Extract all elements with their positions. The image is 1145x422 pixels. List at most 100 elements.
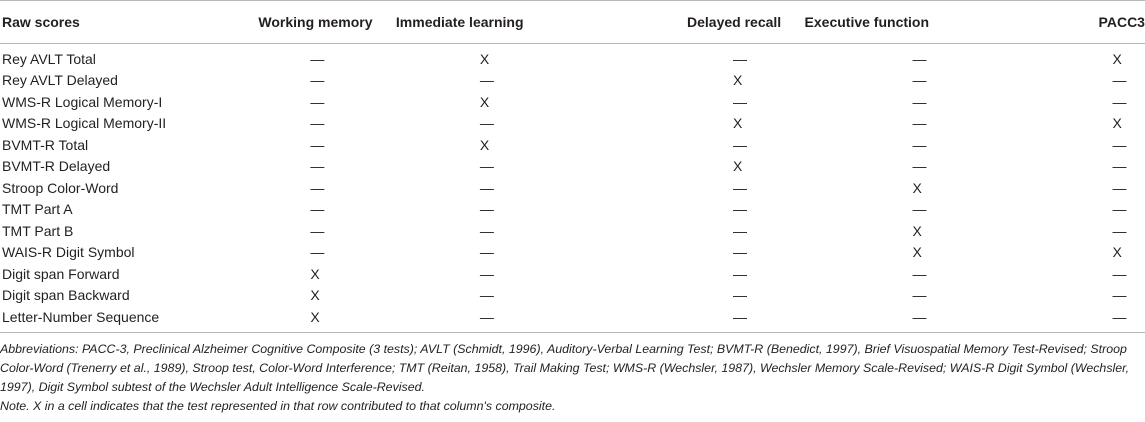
table-cell: —	[733, 179, 747, 196]
table-cell: X	[912, 244, 922, 261]
table-cell: —	[479, 158, 494, 175]
table-cell: X	[733, 72, 743, 89]
table-cell: —	[733, 93, 747, 110]
table-cell: —	[733, 201, 747, 218]
table-cell: X	[912, 222, 922, 239]
table-cell: —	[310, 115, 325, 132]
row-label: BVMT-R Total	[2, 136, 89, 153]
table-cell: —	[479, 222, 494, 239]
table-cell: —	[310, 50, 325, 67]
column-header-5: PACC3	[1032, 0, 1145, 44]
row-label: Stroop Color-Word	[2, 179, 119, 196]
table-row: TMT Part B — — — X —	[0, 220, 1145, 242]
table-cell: —	[395, 306, 675, 333]
row-label: TMT Part A	[2, 201, 73, 218]
table-cell: —	[733, 265, 747, 282]
row-label: Digit span Backward	[2, 287, 130, 304]
table-cell: X	[310, 287, 320, 304]
table-cell: —	[1112, 72, 1127, 89]
table-cell: —	[1112, 158, 1127, 175]
table-row: WAIS-R Digit Symbol — — — X X	[0, 242, 1145, 264]
table-cell: —	[733, 287, 747, 304]
table-cell: —	[1112, 201, 1127, 218]
table-cell: X	[1112, 115, 1122, 132]
table-cell: —	[1032, 306, 1145, 333]
table-header: Raw scores Working memory Immediate learni…	[0, 0, 1145, 44]
table-cell: X	[479, 136, 490, 153]
table-row: Stroop Color-Word — — — X —	[0, 177, 1145, 199]
table-cell: X	[479, 93, 490, 110]
composite-table: Raw scores Working memory Immediate learni…	[0, 0, 1145, 333]
row-label: WAIS-R Digit Symbol	[2, 244, 135, 261]
row-label: WMS-R Logical Memory-I	[2, 93, 163, 110]
table-cell: X	[310, 265, 320, 282]
table-cell: —	[1112, 179, 1127, 196]
x-note: Note. X in a cell indicates that the tes…	[0, 399, 556, 413]
row-label: WMS-R Logical Memory-II	[2, 115, 167, 132]
table-cell: —	[912, 136, 927, 153]
table-cell: —	[733, 50, 747, 67]
table-cell: X	[1112, 50, 1122, 67]
table-cell: —	[912, 115, 927, 132]
table-cell: —	[912, 265, 927, 282]
table-cell: —	[912, 158, 927, 175]
table-body: Rey AVLT Total — X — — X Rey AVLT Delayed — — X — —…	[0, 44, 1145, 333]
row-label: Rey AVLT Delayed	[2, 72, 118, 89]
table-cell: X	[250, 306, 396, 333]
table-cell: X	[733, 158, 743, 175]
column-header-1: Working memory	[250, 0, 396, 44]
table-cell: —	[1112, 93, 1127, 110]
table-cell: —	[310, 158, 325, 175]
table-row: WMS-R Logical Memory-I — X — — —	[0, 91, 1145, 113]
table-cell: —	[479, 72, 494, 89]
table-cell: —	[310, 222, 325, 239]
table-cell: X	[479, 50, 490, 67]
table-cell: —	[912, 50, 927, 67]
table-cell: —	[912, 72, 927, 89]
table-cell: —	[310, 72, 325, 89]
column-header-4: Executive function	[804, 0, 1033, 44]
row-label: TMT Part B	[2, 222, 74, 239]
table-row: Rey AVLT Delayed — — X — —	[0, 70, 1145, 92]
table-cell: —	[310, 244, 325, 261]
row-label: Digit span Forward	[2, 265, 120, 282]
table-row: Digit span Backward X — — — —	[0, 285, 1145, 307]
table-cell: —	[1112, 136, 1127, 153]
table-cell: X	[733, 115, 743, 132]
table-row: TMT Part A — — — — —	[0, 199, 1145, 221]
table-cell: —	[310, 93, 325, 110]
table-cell: X	[1112, 244, 1122, 261]
table-cell: —	[479, 287, 494, 304]
table-cell: —	[804, 306, 1033, 333]
table-row: Digit span Forward X — — — —	[0, 263, 1145, 285]
table-cell: X	[912, 179, 922, 196]
table-cell: —	[479, 179, 494, 196]
table-footnotes: Abbreviations: PACC-3, Preclinical Alzhe…	[0, 340, 1140, 416]
table-cell: —	[310, 179, 325, 196]
abbreviations-note: Abbreviations: PACC-3, Preclinical Alzhe…	[0, 342, 1130, 394]
table-cell: —	[675, 306, 805, 333]
table-row: Letter-Number Sequence X — — — —	[0, 306, 1145, 333]
column-header-0: Raw scores	[0, 0, 251, 44]
table-cell: —	[479, 265, 494, 282]
table-cell: —	[912, 287, 927, 304]
header-row: Raw scores Working memory Immediate learni…	[0, 0, 1145, 44]
table-cell: —	[733, 136, 747, 153]
table-cell: —	[912, 93, 927, 110]
table-row: BVMT-R Total — X — — —	[0, 134, 1145, 156]
table-cell: —	[1112, 265, 1127, 282]
table-cell: —	[912, 201, 927, 218]
column-header-3: Delayed recall	[675, 0, 805, 44]
table-cell: —	[479, 201, 494, 218]
table-row: BVMT-R Delayed — — X — —	[0, 156, 1145, 178]
row-label: Rey AVLT Total	[2, 50, 96, 67]
table-cell: —	[733, 222, 747, 239]
table-cell: —	[1112, 287, 1127, 304]
row-label: Letter-Number Sequence	[0, 306, 251, 333]
table-cell: —	[479, 115, 494, 132]
table-cell: —	[310, 136, 325, 153]
table-row: WMS-R Logical Memory-II — — X — X	[0, 113, 1145, 135]
table-row: Rey AVLT Total — X — — X	[0, 44, 1145, 70]
table-cell: —	[733, 244, 747, 261]
